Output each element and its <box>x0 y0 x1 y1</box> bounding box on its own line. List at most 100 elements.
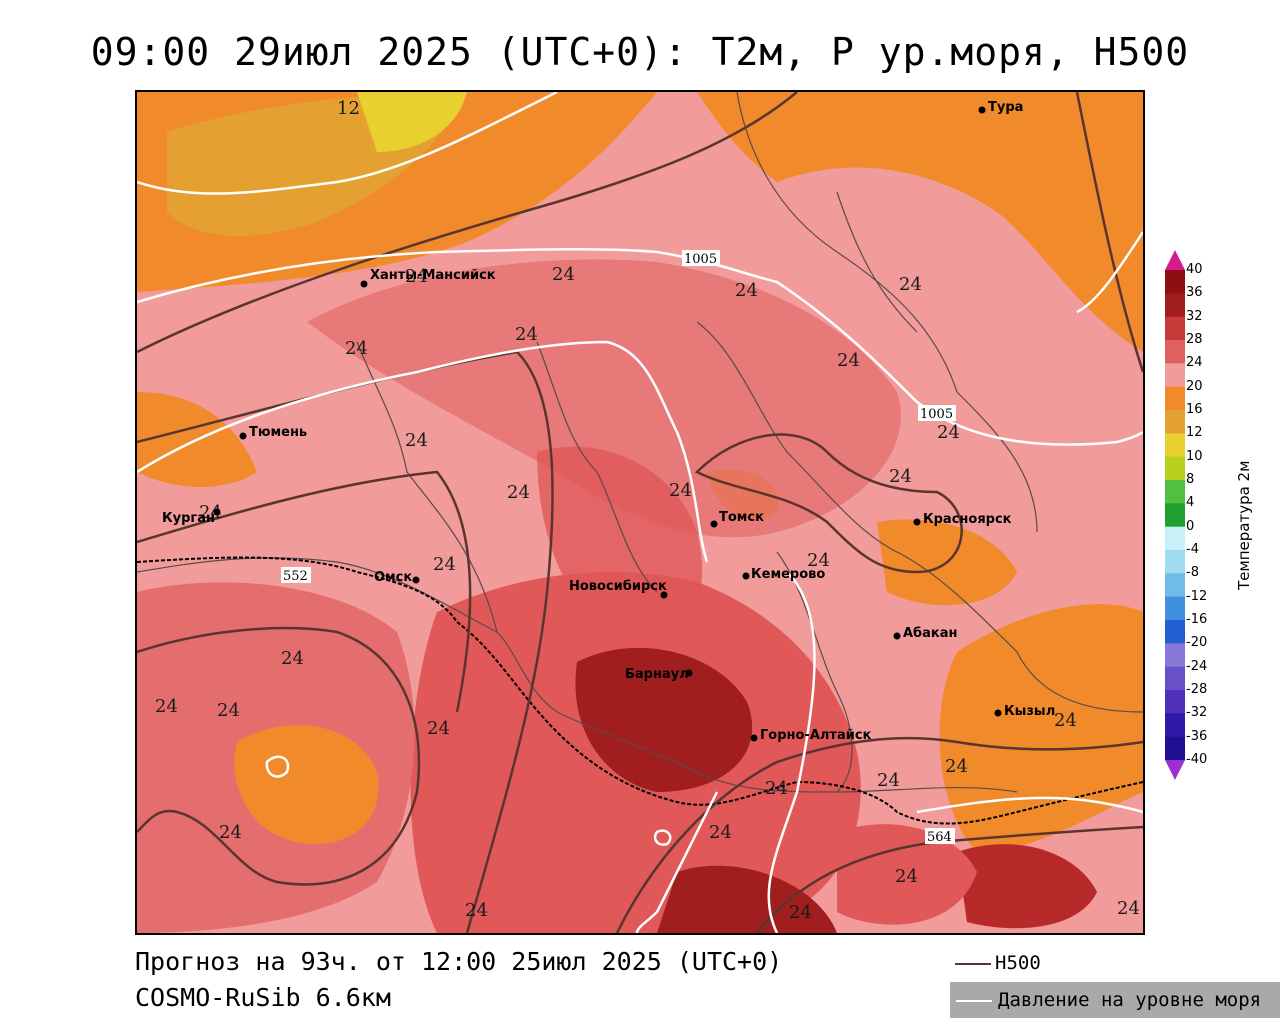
city-marker-barnaul <box>685 669 693 677</box>
h500-label: 552 <box>283 569 308 584</box>
pressure-label: 1005 <box>920 407 953 422</box>
city-marker-tyumen <box>239 432 247 440</box>
state-border <box>137 556 1143 825</box>
colorbar-segment <box>1165 410 1185 434</box>
isotherm-labels: 12 24 24 24 24 24 24 24 24 24 24 24 24 2… <box>155 98 1140 923</box>
isotherm-label: 24 <box>405 430 428 451</box>
isotherm-label: 24 <box>709 822 732 843</box>
city-marker-khanty <box>360 280 368 288</box>
isotherm-label: 24 <box>945 756 968 777</box>
colorbar-segment <box>1165 596 1185 621</box>
city-label-barnaul: Барнаул <box>625 667 689 682</box>
isotherm-label: 24 <box>895 866 918 887</box>
city-marker-tomsk <box>710 520 718 528</box>
isotherm-label: 24 <box>735 280 758 301</box>
temp-zone-sw-16 <box>234 725 379 844</box>
isotherm-label: 24 <box>405 266 428 287</box>
isotherm-label: 24 <box>669 480 692 501</box>
isotherm-label: 24 <box>552 264 575 285</box>
colorbar-tick-label: -40 <box>1186 752 1208 767</box>
map-title: 09:00 29июл 2025 (UTC+0): T2м, P ур.моря… <box>90 30 1190 74</box>
isotherm-label: 24 <box>765 778 788 799</box>
contour-value-labels: 1005 1005 552 564 <box>281 250 956 845</box>
city-marker-kemerovo <box>742 572 750 580</box>
forecast-map[interactable]: 12 24 24 24 24 24 24 24 24 24 24 24 24 2… <box>135 90 1145 935</box>
isotherm-label: 24 <box>1054 710 1077 731</box>
isotherm-label: 24 <box>515 324 538 345</box>
colorbar-segment <box>1165 643 1185 668</box>
forecast-info: Прогноз на 93ч. от 12:00 25июл 2025 (UTC… <box>135 947 783 976</box>
city-label-omsk: Омск <box>374 570 412 585</box>
colorbar-bottom-arrow <box>1165 760 1185 780</box>
city-label-gorno-altaysk: Горно-Алтайск <box>760 728 872 743</box>
isotherm-label: 24 <box>807 550 830 571</box>
temp-zone-28-se <box>837 824 977 925</box>
isotherm-label: 24 <box>877 770 900 791</box>
isotherm-label: 24 <box>217 700 240 721</box>
colorbar-segment <box>1165 620 1185 644</box>
colorbar-tick-label: -36 <box>1186 728 1208 744</box>
colorbar-tick-label: -4 <box>1186 542 1199 557</box>
colorbar-segment <box>1165 270 1185 294</box>
colorbar-segment <box>1165 386 1185 411</box>
pressure-label-bg <box>918 405 956 421</box>
colorbar-tick-label: -12 <box>1186 588 1208 604</box>
colorbar-segment <box>1165 316 1185 341</box>
isotherm-label: 24 <box>507 482 530 503</box>
legend-pressure: Давление на уровне моря <box>950 982 1280 1018</box>
city-marker-novosibirsk <box>660 591 668 599</box>
colorbar-tick-label: 28 <box>1186 332 1203 347</box>
isotherm-label: 24 <box>199 502 222 523</box>
city-label-novosibirsk: Новосибирск <box>569 579 667 594</box>
city-marker-abakan <box>893 632 901 640</box>
isotherm-label: 24 <box>155 696 178 717</box>
colorbar-segment <box>1165 573 1185 598</box>
colorbar-tick-label: -8 <box>1186 565 1199 581</box>
pressure-label-bg <box>682 250 720 266</box>
colorbar-tick-label: -20 <box>1186 635 1208 651</box>
colorbar-tick-label: 32 <box>1186 308 1203 324</box>
legend-h500: H500 <box>955 952 1041 974</box>
colorbar-tick-label: 8 <box>1186 472 1195 487</box>
pressure-label: 1005 <box>684 252 717 267</box>
temp-zone-32-east <box>957 844 1097 929</box>
city-label-tomsk: Томск <box>719 510 764 525</box>
colorbar-segment <box>1165 736 1185 761</box>
isotherm-label: 24 <box>219 822 242 843</box>
colorbar-segment <box>1165 503 1185 528</box>
colorbar-top-arrow <box>1165 250 1185 270</box>
isotherm-label: 24 <box>1117 898 1140 919</box>
colorbar-segment <box>1165 363 1185 388</box>
h500-label: 564 <box>927 830 952 845</box>
city-marker-krasnoyarsk <box>913 518 921 526</box>
colorbar-tick-label: 40 <box>1186 262 1203 277</box>
map-canvas: 12 24 24 24 24 24 24 24 24 24 24 24 24 2… <box>137 92 1143 933</box>
temp-zone-28-north <box>307 259 901 538</box>
colorbar-segment <box>1165 526 1185 551</box>
colorbar-tick-label: -28 <box>1186 682 1208 697</box>
city-marker-tura <box>978 106 986 114</box>
city-label-tyumen: Тюмень <box>249 425 307 440</box>
isotherm-label: 24 <box>281 648 304 669</box>
colorbar-tick-label: 20 <box>1186 378 1203 394</box>
colorbar-segment <box>1165 690 1185 714</box>
city-label-abakan: Абакан <box>903 626 958 641</box>
colorbar-segment <box>1165 713 1185 738</box>
isotherm-label: 24 <box>465 900 488 921</box>
colorbar-title: Температура 2м <box>1235 460 1253 590</box>
colorbar-tick-label: -16 <box>1186 612 1208 627</box>
isotherm-label: 24 <box>345 338 368 359</box>
temp-zone-sayan <box>939 604 1143 852</box>
city-label-kyzyl: Кызыл <box>1004 704 1055 719</box>
isotherm-label: 24 <box>433 554 456 575</box>
h500-label-bg <box>281 567 311 583</box>
h500-line-swatch <box>955 962 991 965</box>
city-marker-kurgan <box>213 508 221 516</box>
temp-zone-28-mid <box>537 446 703 638</box>
colorbar-tick-label: 24 <box>1186 355 1203 371</box>
pressure-isobars <box>137 92 1143 933</box>
city-label-khanty: Ханты-Мансийск <box>370 268 496 283</box>
colorbar-segment <box>1165 456 1185 481</box>
colorbar-tick-label: -24 <box>1186 658 1208 674</box>
region-borders <box>137 92 1143 793</box>
